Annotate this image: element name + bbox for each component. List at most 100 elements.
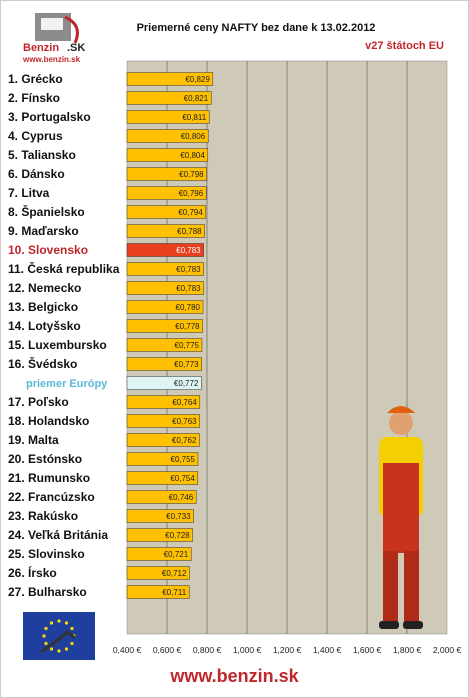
bar-value-label: €0,712 [162, 569, 187, 578]
bar [126, 566, 190, 580]
category-label: 12. Nemecko [8, 281, 81, 295]
bar [126, 300, 204, 314]
category-label: 2. Fínsko [8, 91, 60, 105]
bar-value-label: €0,763 [172, 417, 197, 426]
bar-value-label: €0,811 [182, 113, 206, 122]
bar [126, 528, 193, 542]
category-label: 6. Dánsko [8, 167, 65, 181]
bar [126, 490, 197, 504]
price-chart: Priemerné ceny NAFTY bez dane k 13.02.20… [8, 22, 462, 655]
bar [126, 395, 201, 409]
x-tick-label: 1,200 € [273, 645, 302, 655]
star-icon [57, 619, 61, 623]
x-tick-label: 0,600 € [153, 645, 182, 655]
category-label: 10. Slovensko [8, 243, 88, 257]
category-label: 11. Česká republika [8, 261, 120, 276]
mascot-image [379, 406, 423, 629]
x-tick-label: 1,600 € [353, 645, 382, 655]
mascot-head [389, 411, 413, 435]
bar-value-label: €0,783 [176, 246, 201, 255]
category-label: 21. Rumunsko [8, 471, 90, 485]
bar-value-label: €0,798 [179, 170, 204, 179]
mascot-left-leg [383, 551, 398, 623]
category-label: 18. Holandsko [8, 414, 89, 428]
category-label: 19. Malta [8, 433, 59, 447]
mascot-right-leg [404, 551, 419, 623]
category-label: 3. Portugalsko [8, 110, 91, 124]
star-icon [44, 626, 48, 631]
star-icon [64, 647, 69, 651]
x-tick-label: 0,800 € [193, 645, 222, 655]
bar-value-label: €0,721 [164, 550, 189, 559]
bars [126, 72, 214, 599]
bar [126, 262, 204, 276]
logo-url: www.benzin.sk [22, 55, 81, 63]
category-label: 23. Rakúsko [8, 509, 78, 523]
nozzle-icon [40, 630, 76, 654]
category-label: 9. Maďarsko [8, 224, 79, 238]
bar [126, 91, 212, 105]
bar-value-label: €0,821 [184, 94, 209, 103]
category-label: 27. Bulharsko [8, 585, 87, 599]
logo-suffix: .SK [67, 42, 85, 54]
bar [126, 205, 207, 219]
bar-value-label: €0,728 [165, 531, 190, 540]
bar-value-label: €0,762 [172, 436, 197, 445]
category-label: 15. Luxembursko [8, 338, 107, 352]
chart-title: Priemerné ceny NAFTY bez dane k 13.02.20… [137, 22, 376, 34]
x-tick-label: 2,000 € [433, 645, 462, 655]
bar-value-label: €0,772 [174, 379, 199, 388]
bar [126, 414, 200, 428]
category-label: priemer Európy [26, 378, 108, 390]
star-icon [70, 626, 74, 631]
x-tick-label: 1,800 € [393, 645, 422, 655]
category-labels: 1. Grécko 2. Fínsko 3. Portugalsko 4. Cypru… [8, 72, 120, 599]
bar-value-label: €0,775 [175, 341, 200, 350]
bar-value-label: €0,764 [172, 398, 197, 407]
bar [126, 148, 209, 162]
bar-value-label: €0,746 [169, 493, 194, 502]
star-icon [49, 647, 54, 651]
bar-value-label: €0,783 [176, 265, 201, 274]
star-icon [70, 641, 74, 646]
bar [126, 186, 207, 200]
eu-flag-image [23, 612, 95, 660]
category-label: 26. Írsko [8, 565, 57, 580]
category-label: 17. Poľsko [8, 395, 69, 409]
category-label: 8. Španielsko [8, 204, 85, 219]
bar-value-label: €0,755 [171, 455, 196, 464]
bar [126, 110, 210, 124]
category-label: 5. Taliansko [8, 148, 76, 162]
bar-value-label: €0,778 [175, 322, 200, 331]
category-label: 22. Francúzsko [8, 490, 95, 504]
bar [126, 167, 207, 181]
x-tick-label: 1,400 € [313, 645, 342, 655]
x-tick-label: 1,000 € [233, 645, 262, 655]
bar [126, 357, 202, 371]
bar-value-label: €0,780 [176, 303, 201, 312]
fuel-pump-display [41, 18, 63, 30]
mascot-cap [387, 406, 415, 413]
star-icon [57, 649, 61, 653]
bar [126, 547, 192, 561]
bar [126, 281, 204, 295]
category-label: 24. Veľká Británia [8, 528, 108, 542]
fuel-hose-icon [64, 15, 79, 44]
benzin-logo: Benzin .SK www.benzin.sk [22, 13, 85, 63]
bar-value-label: €0,806 [181, 132, 206, 141]
bar [126, 585, 190, 599]
bar-value-label: €0,754 [170, 474, 195, 483]
star-icon [44, 641, 48, 646]
bar-value-labels: €0,829 €0,821 €0,811 €0,806 €0,804 €0,798 €0,7… [162, 75, 210, 597]
logo-brand: Benzin [23, 42, 59, 54]
bar-value-label: €0,804 [180, 151, 205, 160]
category-label: 1. Grécko [8, 72, 63, 86]
bar [126, 243, 204, 257]
bar [126, 224, 205, 238]
x-tick-label: 0,400 € [113, 645, 142, 655]
category-label: 25. Slovinsko [8, 547, 85, 561]
bar-value-label: €0,829 [185, 75, 210, 84]
mascot-right-shoe [403, 621, 423, 629]
star-icon [49, 621, 54, 625]
eu-flag-background [23, 612, 95, 660]
